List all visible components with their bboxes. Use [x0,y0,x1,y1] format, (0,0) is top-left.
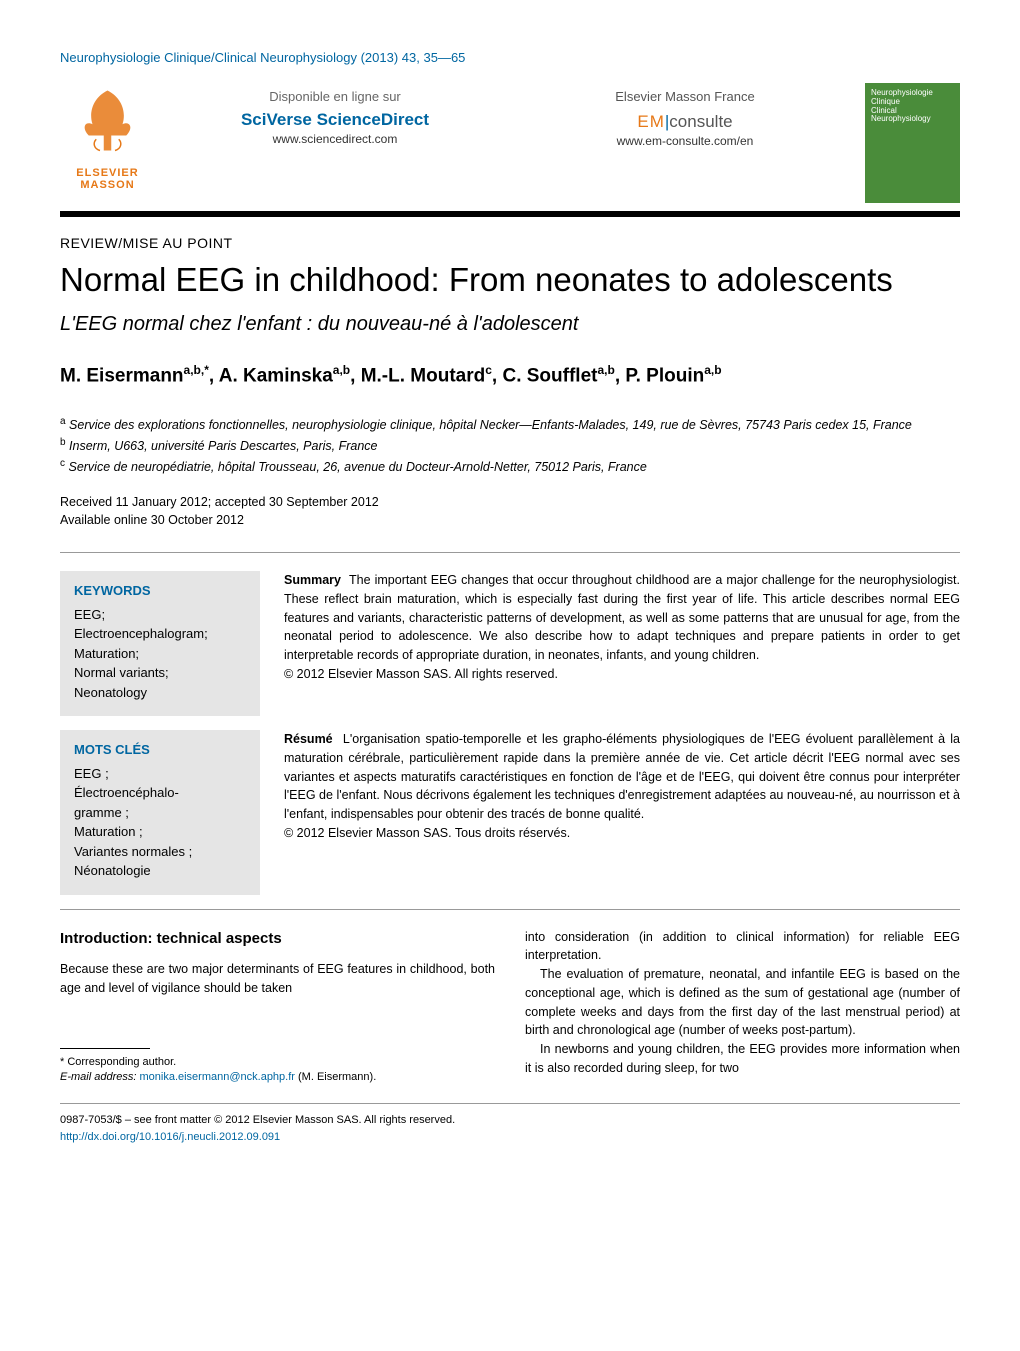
summary-copyright: © 2012 Elsevier Masson SAS. All rights r… [284,665,960,684]
elsevier-masson-france-label: Elsevier Masson France [535,89,835,104]
keywords-fr-box: MOTS CLÉS EEG ; Électroencéphalo- gramme… [60,730,260,895]
corresponding-email-link[interactable]: monika.eisermann@nck.aphp.fr [139,1071,294,1083]
elsevier-tree-icon [70,83,145,158]
emconsulte-brand: EM|consulte [535,112,835,132]
available-online-label: Disponible en ligne sur [185,89,485,104]
article-subtitle-fr: L'EEG normal chez l'enfant : du nouveau-… [60,313,960,336]
resume-body: L'organisation spatio-temporelle et les … [284,732,960,821]
sciencedirect-block: Disponible en ligne sur SciVerse Science… [185,89,485,148]
affiliation-b: b Inserm, U663, université Paris Descart… [60,435,960,456]
section-heading-introduction: Introduction: technical aspects [60,928,495,951]
issn-copyright: 0987-7053/$ – see front matter © 2012 El… [60,1112,960,1129]
body-column-right: into consideration (in addition to clini… [525,928,960,1086]
publisher-name-1: ELSEVIER [60,167,155,179]
article-type: REVIEW/MISE AU POINT [60,235,960,251]
body-column-left: Introduction: technical aspects Because … [60,928,495,1086]
body-paragraph: into consideration (in addition to clini… [525,928,960,966]
resume-copyright: © 2012 Elsevier Masson SAS. Tous droits … [284,824,960,843]
sciencedirect-url[interactable]: www.sciencedirect.com [185,132,485,146]
cover-line: Neurophysiology [871,115,954,124]
summary-body: The important EEG changes that occur thr… [284,573,960,662]
publisher-header: ELSEVIER MASSON Disponible en ligne sur … [60,83,960,203]
em-text: EM [637,112,665,131]
mots-cles-heading: MOTS CLÉS [74,740,246,760]
authors-list: M. Eisermanna,b,*, A. Kaminskaa,b, M.-L.… [60,362,960,390]
body-paragraph: The evaluation of premature, neonatal, a… [525,965,960,1040]
corresponding-label: * Corresponding author. [60,1055,495,1070]
available-online: Available online 30 October 2012 [60,511,960,530]
doi-link[interactable]: http://dx.doi.org/10.1016/j.neucli.2012.… [60,1131,280,1143]
corresponding-author-name: (M. Eisermann). [298,1071,376,1083]
summary-lead: Summary [284,573,341,587]
emconsulte-url[interactable]: www.em-consulte.com/en [535,134,835,148]
footer-rule [60,1103,960,1104]
affiliations: a Service des explorations fonctionnelle… [60,414,960,477]
affiliation-a: a Service des explorations fonctionnelle… [60,414,960,435]
elsevier-masson-logo: ELSEVIER MASSON [60,83,155,191]
resume-lead: Résumé [284,732,333,746]
keywords-heading: KEYWORDS [74,581,246,601]
journal-cover-thumbnail: Neurophysiologie Clinique Clinical Neuro… [865,83,960,203]
article-dates: Received 11 January 2012; accepted 30 Se… [60,493,960,531]
affiliation-c: c Service de neuropédiatrie, hôpital Tro… [60,456,960,477]
resume-fr: Résumé L'organisation spatio-temporelle … [284,730,960,895]
divider [60,909,960,910]
keywords-en-list: EEG; Electroencephalogram; Maturation; N… [74,605,246,703]
corresponding-author-footnote: * Corresponding author. E-mail address: … [60,1055,495,1086]
footer: 0987-7053/$ – see front matter © 2012 El… [60,1112,960,1145]
received-accepted: Received 11 January 2012; accepted 30 Se… [60,493,960,512]
consulte-text: consulte [669,112,732,131]
divider [60,552,960,553]
sciverse-brand: SciVerse ScienceDirect [185,110,485,130]
email-label: E-mail address: [60,1071,136,1083]
article-title: Normal EEG in childhood: From neonates t… [60,261,960,299]
keywords-en-box: KEYWORDS EEG; Electroencephalogram; Matu… [60,571,260,716]
publisher-name-2: MASSON [60,179,155,191]
body-paragraph: In newborns and young children, the EEG … [525,1040,960,1078]
footnote-rule [60,1048,150,1049]
journal-reference: Neurophysiologie Clinique/Clinical Neuro… [60,50,960,65]
keywords-fr-list: EEG ; Électroencéphalo- gramme ; Maturat… [74,764,246,881]
body-paragraph: Because these are two major determinants… [60,960,495,998]
header-divider-bar [60,211,960,217]
summary-en: Summary The important EEG changes that o… [284,571,960,716]
emconsulte-block: Elsevier Masson France EM|consulte www.e… [535,89,835,148]
